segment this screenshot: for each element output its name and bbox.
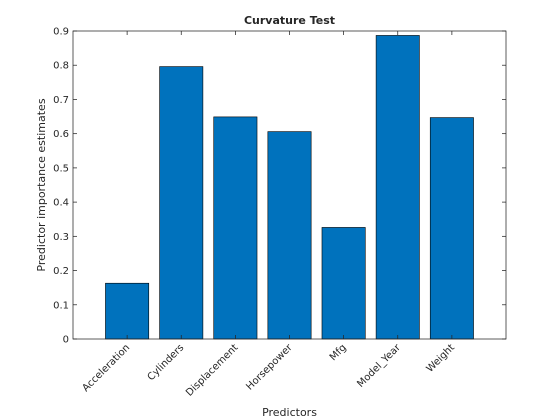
y-tick-label: 0.9 — [53, 27, 69, 38]
y-axis-label: Predictor importance estimates — [35, 98, 48, 271]
y-tick-label: 0.8 — [53, 61, 69, 72]
y-tick-label: 0.2 — [53, 266, 69, 277]
y-ticks-group: 0 0.1 0.2 0.3 0.4 0.5 0.6 0.7 0.8 0.9 — [53, 27, 506, 346]
bar-displacement — [213, 116, 258, 340]
y-tick-label: 0.5 — [53, 163, 69, 174]
y-tick-label: 0.1 — [53, 300, 69, 311]
y-tick-label: 0.6 — [53, 129, 69, 140]
bar-model-year — [375, 35, 420, 340]
y-tick-label: 0.3 — [53, 232, 69, 243]
chart-title: Curvature Test — [244, 14, 335, 27]
y-tick-label: 0.7 — [53, 95, 69, 106]
bar-weight — [429, 117, 474, 340]
bar-acceleration — [105, 282, 150, 340]
y-tick-label: 0.4 — [53, 198, 69, 209]
bar-mfg — [321, 227, 366, 340]
bar-horsepower — [267, 131, 312, 340]
x-axis-label: Predictors — [262, 406, 317, 419]
bar-cylinders — [159, 66, 204, 340]
bars-group — [105, 35, 474, 340]
y-tick-label: 0 — [63, 335, 69, 346]
axes-box — [72, 30, 507, 340]
